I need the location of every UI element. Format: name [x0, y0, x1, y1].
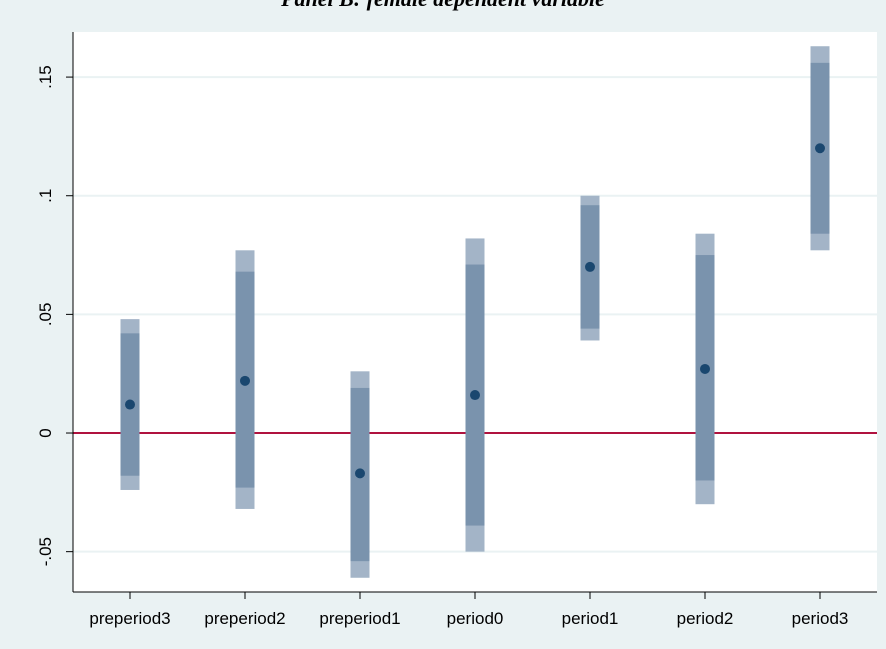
- y-tick-label-2: .05: [36, 303, 55, 327]
- x-tick-label-period0: period0: [447, 609, 504, 628]
- x-tick-label-period2: period2: [677, 609, 734, 628]
- y-tick-label-4: .15: [36, 65, 55, 89]
- y-tick-label-0: -.05: [36, 537, 55, 566]
- data-marks: [120, 46, 830, 578]
- x-tick-label-preperiod2: preperiod2: [204, 609, 285, 628]
- point-preperiod1: [355, 468, 365, 479]
- axes: -.05 0 .05 .1 .15 preperiod3 preperiod2 preperi…: [36, 32, 877, 628]
- point-preperiod2: [240, 375, 250, 386]
- point-period0: [470, 390, 480, 401]
- x-tick-label-preperiod3: preperiod3: [89, 609, 170, 628]
- x-tick-label-period3: period3: [792, 609, 849, 628]
- point-period2: [700, 363, 710, 374]
- x-tick-label-preperiod1: preperiod1: [319, 609, 400, 628]
- point-preperiod3: [125, 399, 135, 410]
- y-tick-label-1: 0: [36, 428, 55, 437]
- y-tick-label-3: .1: [36, 189, 55, 203]
- point-period1: [585, 261, 595, 272]
- x-tick-label-period1: period1: [562, 609, 619, 628]
- chart-title: Panel B: female dependent variable: [0, 0, 886, 12]
- point-period3: [815, 143, 825, 154]
